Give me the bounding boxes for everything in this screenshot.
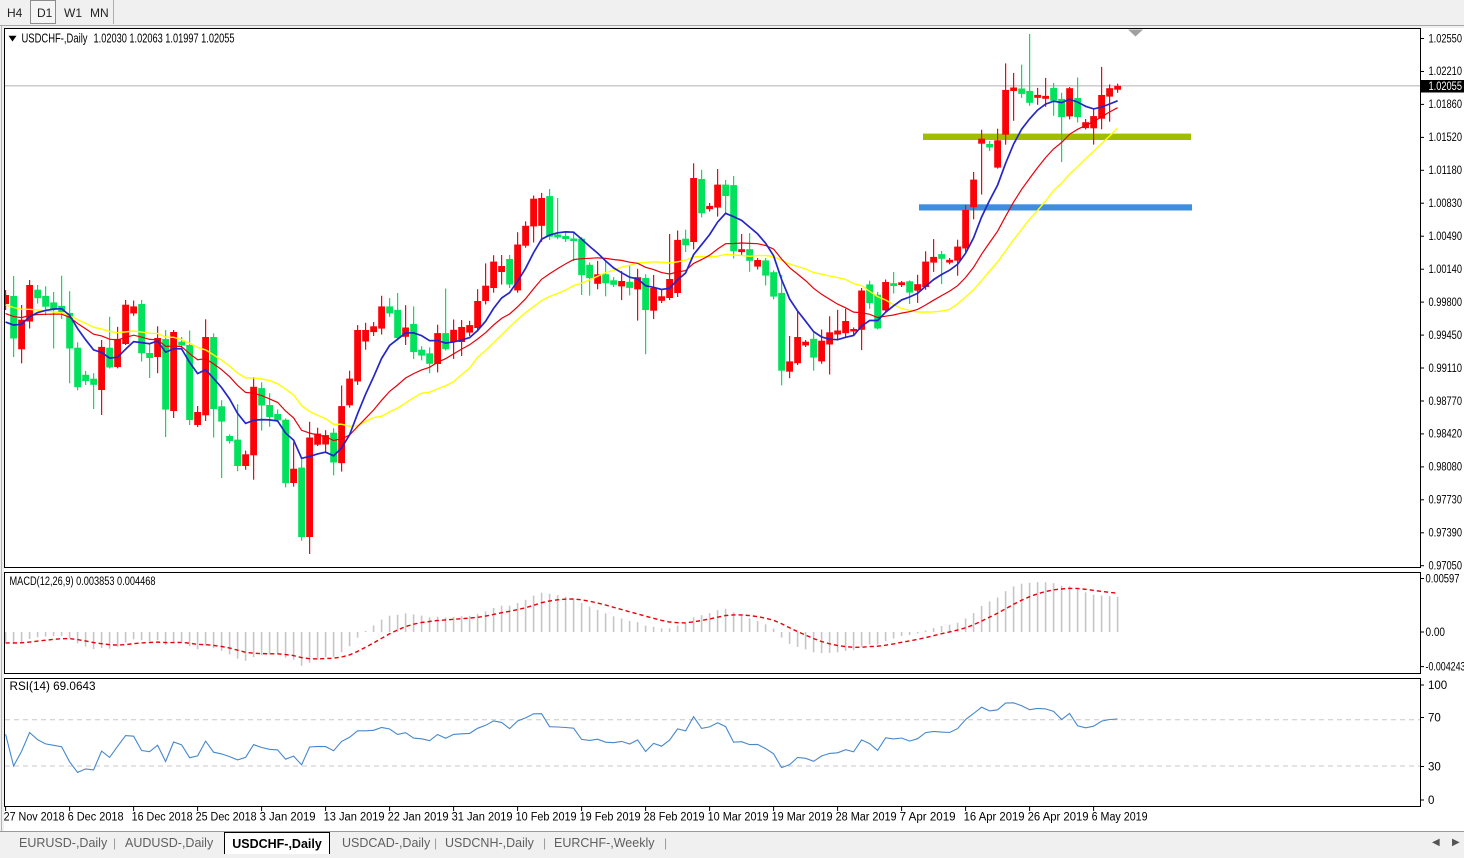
svg-text:RSI(14) 69.0643: RSI(14) 69.0643 <box>10 681 96 693</box>
svg-text:100: 100 <box>1428 680 1447 692</box>
svg-text:10 Mar 2019: 10 Mar 2019 <box>708 812 769 824</box>
svg-text:19 Feb 2019: 19 Feb 2019 <box>580 812 641 824</box>
svg-text:6 May 2019: 6 May 2019 <box>1092 812 1148 824</box>
svg-text:USDCHF-,Daily: USDCHF-,Daily <box>22 32 89 46</box>
svg-text:0.00: 0.00 <box>1426 627 1446 639</box>
svg-text:22 Jan 2019: 22 Jan 2019 <box>388 812 449 824</box>
svg-text:0.97390: 0.97390 <box>1429 528 1463 540</box>
svg-text:1.00140: 1.00140 <box>1429 264 1463 276</box>
svg-text:28 Mar 2019: 28 Mar 2019 <box>836 812 897 824</box>
svg-text:0.97050: 0.97050 <box>1429 561 1463 573</box>
svg-text:28 Feb 2019: 28 Feb 2019 <box>644 812 705 824</box>
svg-text:0: 0 <box>1428 795 1434 807</box>
svg-text:16 Dec 2018: 16 Dec 2018 <box>132 812 193 824</box>
svg-text:0.98420: 0.98420 <box>1429 429 1463 441</box>
svg-text:16 Apr 2019: 16 Apr 2019 <box>964 812 1025 824</box>
svg-text:-0.004243: -0.004243 <box>1426 661 1464 673</box>
svg-text:27 Nov 2018: 27 Nov 2018 <box>4 812 65 824</box>
svg-text:1.01520: 1.01520 <box>1429 132 1463 144</box>
svg-text:0.99450: 0.99450 <box>1429 330 1463 342</box>
svg-text:0.98770: 0.98770 <box>1429 396 1463 408</box>
svg-text:1.02210: 1.02210 <box>1429 66 1463 78</box>
svg-text:3 Jan 2019: 3 Jan 2019 <box>260 812 316 824</box>
svg-text:0.99110: 0.99110 <box>1429 363 1463 375</box>
svg-text:19 Mar 2019: 19 Mar 2019 <box>772 812 833 824</box>
svg-text:30: 30 <box>1428 761 1441 773</box>
svg-text:1.01180: 1.01180 <box>1429 165 1463 177</box>
svg-text:31 Jan 2019: 31 Jan 2019 <box>452 812 513 824</box>
svg-text:25 Dec 2018: 25 Dec 2018 <box>196 812 257 824</box>
svg-text:1.01860: 1.01860 <box>1429 99 1463 111</box>
svg-text:1.00830: 1.00830 <box>1429 198 1463 210</box>
svg-text:0.99800: 0.99800 <box>1429 297 1463 309</box>
svg-text:0.98080: 0.98080 <box>1429 462 1463 474</box>
svg-text:MACD(12,26,9) 0.003853 0.00446: MACD(12,26,9) 0.003853 0.004468 <box>10 576 156 588</box>
svg-text:10 Feb 2019: 10 Feb 2019 <box>516 812 577 824</box>
svg-text:26 Apr 2019: 26 Apr 2019 <box>1028 812 1089 824</box>
svg-text:1.00490: 1.00490 <box>1429 231 1463 243</box>
svg-text:13 Jan 2019: 13 Jan 2019 <box>324 812 385 824</box>
svg-text:1.02030 1.02063 1.01997 1.0205: 1.02030 1.02063 1.01997 1.02055 <box>94 32 235 46</box>
svg-text:0.00597: 0.00597 <box>1426 573 1460 585</box>
svg-text:0.97730: 0.97730 <box>1429 495 1463 507</box>
svg-text:70: 70 <box>1428 712 1441 724</box>
svg-text:1.02055: 1.02055 <box>1429 81 1463 93</box>
svg-text:6 Dec 2018: 6 Dec 2018 <box>68 812 124 824</box>
svg-text:1.02550: 1.02550 <box>1429 33 1463 45</box>
svg-text:7 Apr 2019: 7 Apr 2019 <box>900 812 956 824</box>
